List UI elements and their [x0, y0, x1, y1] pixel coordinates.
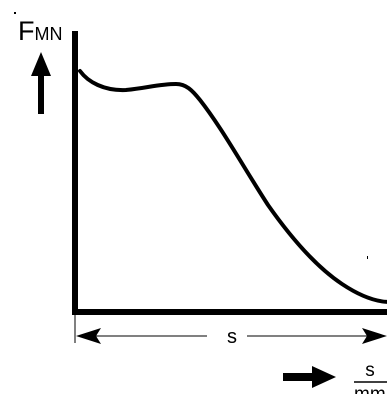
- y-axis-subscript: MN: [35, 24, 63, 44]
- span-right-arrowhead-icon: [362, 328, 387, 344]
- x-axis-line: [72, 309, 387, 315]
- top-left-speck: [14, 12, 16, 14]
- x-direction-arrow-icon: [283, 366, 336, 388]
- x-unit-numerator: s: [365, 360, 375, 381]
- y-direction-arrow-icon: [31, 52, 51, 114]
- span-left-arrowhead-icon: [76, 328, 101, 344]
- x-unit-denominator: mm: [354, 384, 386, 394]
- span-label: s: [227, 326, 237, 348]
- y-axis-line: [72, 31, 78, 315]
- y-axis-symbol: F: [18, 16, 35, 46]
- y-axis-label: FMN: [18, 16, 63, 46]
- right-tick-mark: [367, 256, 368, 259]
- force-curve: [78, 69, 387, 304]
